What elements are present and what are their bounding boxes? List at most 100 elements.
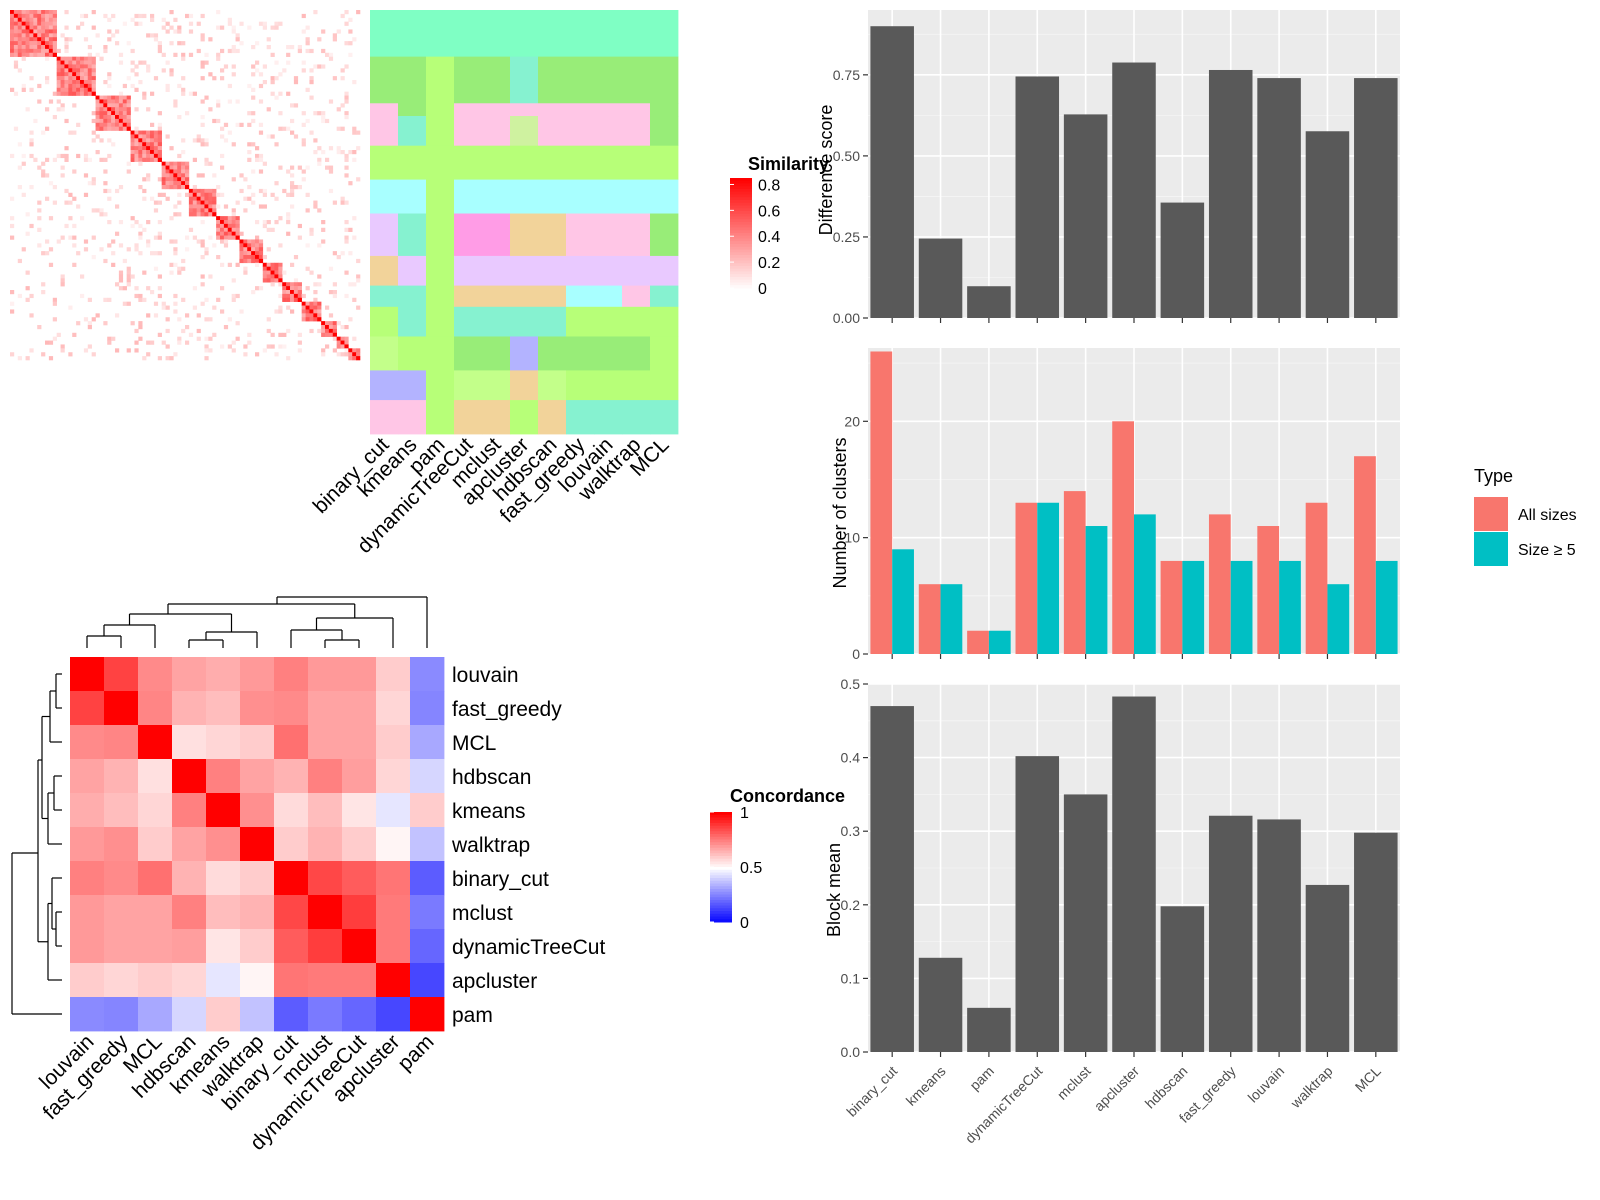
similarity-cell <box>13 17 19 22</box>
assignment-cell <box>538 116 567 147</box>
assignment-cell <box>538 400 567 435</box>
similarity-cell <box>220 25 225 30</box>
concordance-row-label: pam <box>452 1004 493 1027</box>
bar <box>967 286 1011 318</box>
similarity-cell <box>239 188 244 194</box>
similarity-cell <box>274 181 279 186</box>
similarity-cell <box>157 48 162 54</box>
bar-0 <box>1305 502 1328 654</box>
similarity-cell <box>352 282 357 287</box>
similarity-cell <box>204 138 209 143</box>
similarity-cell <box>103 122 108 127</box>
similarity-cell <box>91 10 96 15</box>
similarity-cell <box>177 83 182 89</box>
similarity-cell <box>239 122 244 127</box>
similarity-cell <box>305 305 310 310</box>
similarity-cell <box>313 204 318 209</box>
similarity-cell <box>153 208 159 213</box>
similarity-cell <box>150 290 155 295</box>
similarity-cell <box>21 29 26 34</box>
similarity-cell <box>134 130 139 135</box>
similarity-legend-gradient-step <box>730 230 752 234</box>
assignment-cell <box>622 285 651 308</box>
similarity-cell <box>251 200 256 205</box>
y-tick-label: 10 <box>844 530 860 546</box>
similarity-cell <box>52 115 57 120</box>
similarity-cell <box>169 25 174 30</box>
similarity-cell <box>313 282 318 287</box>
concordance-cell <box>308 895 343 930</box>
similarity-cell <box>72 332 77 337</box>
similarity-cell <box>305 41 310 46</box>
similarity-cell <box>10 48 15 54</box>
similarity-cell <box>161 181 166 186</box>
similarity-cell <box>278 216 283 221</box>
similarity-cell <box>25 212 30 217</box>
similarity-cell <box>91 352 96 357</box>
similarity-cell <box>45 173 50 178</box>
similarity-cell <box>290 173 295 178</box>
similarity-cell <box>286 45 291 50</box>
similarity-cell <box>200 173 205 178</box>
similarity-cell <box>317 305 322 310</box>
similarity-legend-gradient-step <box>730 238 752 242</box>
similarity-cell <box>231 235 236 240</box>
similarity-cell <box>340 336 345 341</box>
assignment-cell <box>370 306 399 337</box>
similarity-cell <box>37 10 42 15</box>
concordance-cell <box>308 861 343 896</box>
similarity-cell <box>293 278 299 283</box>
similarity-cell <box>118 60 124 65</box>
similarity-cell <box>107 243 112 248</box>
assignment-cell <box>622 56 651 104</box>
similarity-cell <box>274 274 279 279</box>
similarity-cell <box>68 76 73 81</box>
similarity-cell <box>60 83 65 89</box>
assignment-cell <box>398 103 427 117</box>
similarity-cell <box>258 243 264 248</box>
similarity-cell <box>274 25 279 30</box>
similarity-cell <box>21 153 26 159</box>
assignment-cell <box>398 255 427 286</box>
similarity-cell <box>305 48 310 54</box>
similarity-cell <box>262 192 267 197</box>
similarity-cell <box>13 60 19 65</box>
similarity-cell <box>266 45 271 50</box>
concordance-cell <box>410 963 445 998</box>
bar <box>1305 131 1350 318</box>
assignment-cell <box>510 116 539 147</box>
similarity-cell <box>157 126 162 131</box>
similarity-cell <box>29 21 34 26</box>
similarity-cell <box>258 157 264 162</box>
similarity-cell <box>181 185 186 190</box>
similarity-cell <box>17 356 22 361</box>
similarity-cell <box>208 336 213 341</box>
assignment-cell <box>510 370 539 401</box>
similarity-cell <box>336 146 341 151</box>
similarity-cell <box>150 153 155 159</box>
similarity-cell <box>118 286 124 291</box>
similarity-cell <box>142 138 147 143</box>
similarity-cell <box>247 332 252 337</box>
similarity-cell <box>64 118 69 124</box>
similarity-cell <box>200 13 205 19</box>
similarity-cell <box>196 196 201 201</box>
similarity-cell <box>161 177 166 182</box>
assignment-cell <box>454 56 483 104</box>
concordance-cell <box>172 963 207 998</box>
similarity-cell <box>118 107 124 112</box>
similarity-cell <box>169 165 174 170</box>
similarity-cell <box>10 309 15 314</box>
assignment-cell <box>622 10 651 58</box>
similarity-cell <box>68 192 73 197</box>
similarity-cell <box>45 17 50 22</box>
similarity-cell <box>165 83 170 89</box>
similarity-cell <box>227 220 232 225</box>
concordance-cell <box>274 895 309 930</box>
similarity-cell <box>290 293 295 299</box>
similarity-cell <box>103 321 108 326</box>
assignment-cell <box>482 255 511 286</box>
similarity-cell <box>251 255 256 260</box>
similarity-cell <box>297 297 302 302</box>
similarity-cell <box>325 332 330 337</box>
